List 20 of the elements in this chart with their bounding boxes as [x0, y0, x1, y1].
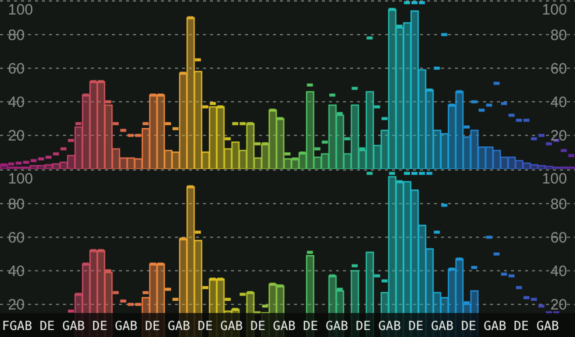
y2-tick-label: 100 [542, 1, 567, 18]
y-tick-label: 20 [8, 296, 25, 314]
y2-tick-label: 60 [550, 60, 567, 78]
y-tick-label: 60 [8, 60, 25, 78]
y-tick-label: 40 [8, 263, 25, 280]
annotation: FGAB DE GAB DE GAB DE GAB DE GAB DE GAB DE GAB DE GAB DE GAB DE GAB DE GAB [2, 318, 559, 333]
y2-tick-label: 60 [550, 229, 567, 246]
y-tick-label: 100 [8, 1, 34, 18]
y2-tick-label: 40 [550, 94, 567, 112]
y2-tick-label: 80 [550, 196, 567, 213]
y2-tick-label: 40 [550, 263, 567, 280]
y-tick-label: 60 [8, 229, 25, 246]
y2-tick-label: 100 [542, 170, 567, 188]
y2-tick-label: 80 [550, 26, 567, 44]
y-tick-label: 20 [8, 128, 25, 145]
y-tick-label: 40 [8, 94, 25, 112]
y2-tick-label: 20 [550, 296, 567, 314]
y-tick-label: 80 [8, 196, 25, 213]
y-tick-label: 100 [8, 170, 34, 188]
y-tick-label: 80 [8, 26, 25, 44]
